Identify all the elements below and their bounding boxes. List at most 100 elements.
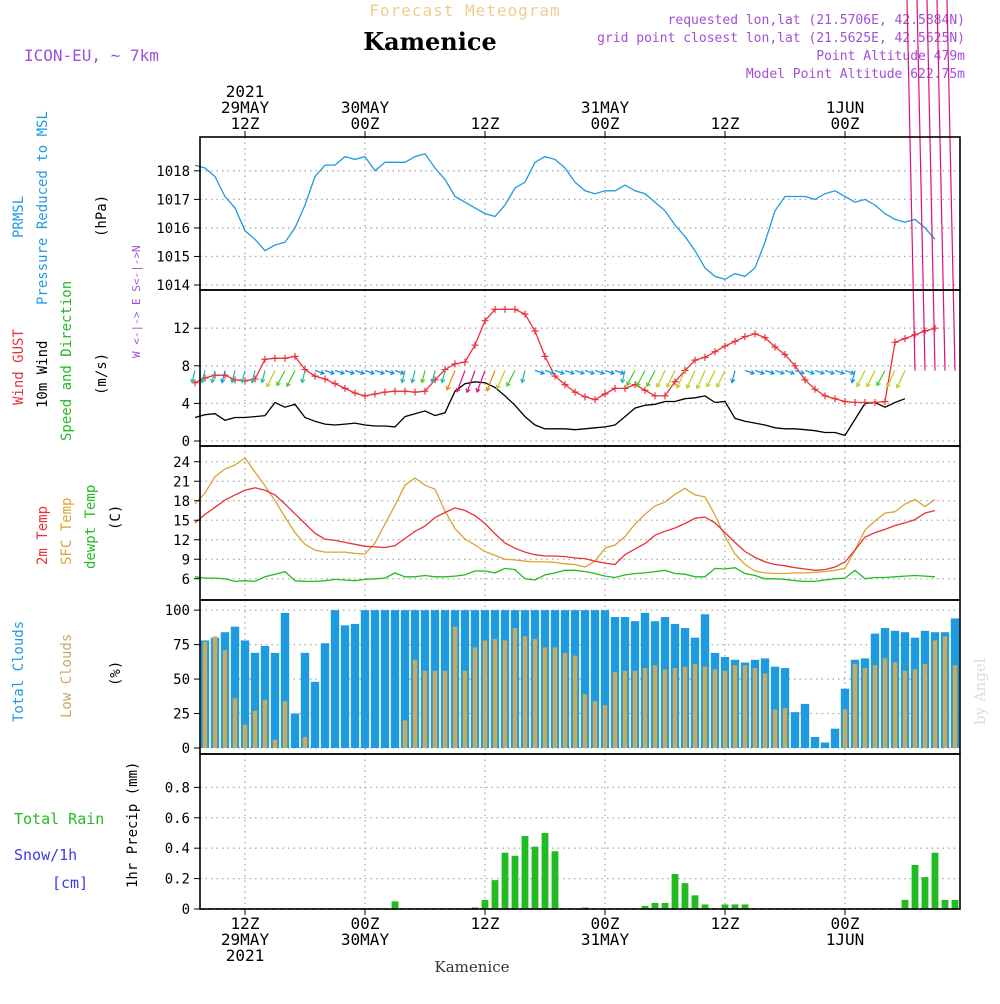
time-label-top: 12Z [471, 114, 500, 133]
wind-direction-arrow [731, 370, 736, 383]
wind-direction-arrow [636, 370, 646, 387]
wind-direction-arrow [814, 369, 825, 375]
low-cloud-bar [522, 636, 528, 748]
y-tick-label: 0 [182, 741, 190, 757]
low-cloud-bar [262, 699, 268, 748]
low-cloud-bar [732, 665, 738, 748]
low-cloud-bar [612, 672, 618, 748]
y-tick-label: 25 [173, 707, 190, 723]
info-grid-point: grid point closest lon,lat (21.5625E, 42… [597, 31, 965, 46]
wind-direction-arrowhead [465, 388, 471, 394]
low-cloud-bar [752, 668, 758, 748]
low-cloud-bar [692, 663, 698, 748]
cloud-bars [200, 610, 960, 748]
y-tick-label: 8 [182, 359, 190, 375]
time-label-bottom: 30MAY [341, 930, 390, 949]
wind-direction-arrowhead [819, 370, 826, 376]
time-label-bottom: 29MAY [221, 930, 270, 949]
rain-bar [921, 877, 929, 909]
wind-direction-arrowhead [730, 378, 736, 384]
low-cloud-bar [872, 665, 878, 748]
wind-direction-arrow [394, 369, 405, 375]
wind-gust-marker [891, 338, 899, 346]
total-cloud-bar [280, 612, 290, 748]
wind-label-gust: Wind GUST [11, 329, 27, 405]
time-label-top: 12Z [231, 114, 260, 133]
footer-location: Kamenice [435, 958, 510, 976]
total-cloud-bar [320, 643, 330, 748]
time-label-bottom: 12Z [471, 914, 500, 933]
total-cloud-bar [370, 610, 380, 748]
wind-direction-arrowhead [410, 378, 416, 384]
wind-direction-arrowhead [520, 378, 526, 384]
wind-direction-arrowhead [240, 378, 246, 384]
time-label-bottom: 00Z [591, 914, 620, 933]
time-label-bottom: 12Z [711, 914, 740, 933]
low-cloud-bar [202, 641, 208, 748]
wind-direction-arrow [764, 369, 775, 375]
wind-direction-arrow [266, 370, 276, 388]
wind-direction-arrow [314, 369, 325, 375]
wind-gust-marker [341, 384, 349, 392]
wind-direction-arrowhead [885, 382, 891, 388]
low-cloud-bar [842, 709, 848, 748]
wind-direction-arrow [584, 369, 595, 375]
total-cloud-bar [790, 712, 800, 748]
time-label-top: 29MAY [221, 98, 270, 117]
wind-direction-arrow [354, 369, 365, 375]
wind-direction-arrow [706, 370, 716, 388]
wind-direction-arrowhead [769, 370, 776, 376]
wind-gust-marker [661, 392, 669, 400]
wind-compass-rose: W <-|-> E S<-|->N [130, 245, 143, 358]
credit-watermark: by Angel [971, 658, 989, 725]
total-cloud-bar [300, 652, 310, 748]
wind-direction-arrowhead [349, 370, 356, 376]
y-tick-label: 0 [182, 902, 190, 918]
wind-gust-marker [461, 358, 469, 366]
y-tick-label: 9 [182, 552, 190, 568]
chart-title: Kamenice [363, 27, 497, 56]
wind-direction-arrowhead [369, 370, 376, 376]
wind-direction-arrowhead [549, 370, 556, 376]
time-label-top: 30MAY [341, 98, 390, 117]
wind-direction-arrow [201, 370, 206, 383]
wind-gust-marker [821, 392, 829, 400]
wind-direction-arrow [626, 370, 636, 386]
wind-direction-arrowhead [265, 382, 271, 388]
y-tick-label: 15 [173, 513, 190, 529]
wind-direction-arrowhead [579, 370, 586, 376]
wind-gust-marker [381, 388, 389, 396]
low-cloud-bar [242, 724, 248, 748]
wind-direction-arrow [716, 370, 726, 388]
rain-bar [931, 852, 939, 909]
time-label-bottom: 31MAY [581, 930, 630, 949]
wind-direction-arrow [431, 370, 436, 383]
wind-direction-arrowhead [715, 382, 721, 389]
time-label-top: 00Z [831, 114, 860, 133]
wind-gust-marker [321, 375, 329, 383]
low-cloud-bar [652, 665, 658, 748]
low-cloud-bar [462, 670, 468, 748]
y-tick-label: 1015 [156, 249, 190, 265]
total-cloud-bar [290, 713, 300, 748]
low-cloud-bar [942, 636, 948, 748]
rain-bar [661, 902, 669, 909]
rain-bar [541, 832, 549, 909]
rain-bar [701, 904, 709, 909]
wind-direction-arrow [344, 369, 355, 375]
y-tick-label: 0.8 [165, 780, 190, 796]
wind-direction-arrowhead [865, 382, 871, 388]
low-cloud-bar [662, 669, 668, 748]
wind-direction-arrow [446, 370, 456, 390]
y-tick-label: 0.6 [165, 811, 190, 827]
wind-direction-arrowhead [440, 378, 446, 384]
wind-gust-marker [791, 362, 799, 370]
wind-gust-marker [611, 384, 619, 392]
pressure-labels: PRMSL Pressure Reduced to MSL (hPa) [11, 111, 110, 305]
wind-direction-arrow [646, 370, 656, 387]
low-cloud-bar [272, 739, 278, 748]
wind-direction-arrow [231, 370, 236, 383]
rain-bar [511, 855, 519, 909]
wind-direction-arrowhead [230, 378, 236, 384]
low-cloud-bar [552, 647, 558, 748]
